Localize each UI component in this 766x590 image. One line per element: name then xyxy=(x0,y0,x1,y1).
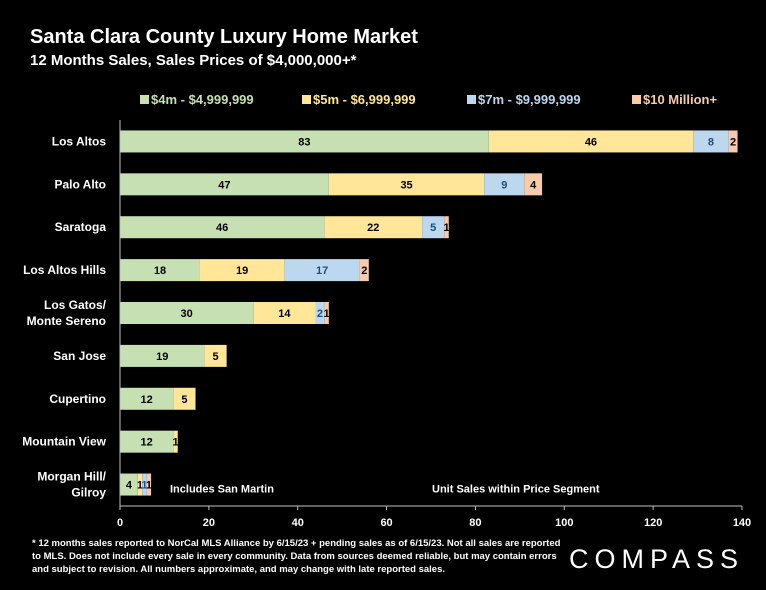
chart-annotation: Includes San Martin xyxy=(170,484,274,496)
bar-segment xyxy=(120,130,489,153)
compass-logo: COMPASS xyxy=(568,544,744,574)
x-tick-label: 100 xyxy=(555,517,573,529)
data-label: 9 xyxy=(501,179,507,191)
data-label: 1 xyxy=(324,308,330,320)
legend-swatch xyxy=(632,95,641,104)
data-label: 1 xyxy=(146,480,152,492)
data-label: 83 xyxy=(298,136,310,148)
category-label: Saratoga xyxy=(55,220,107,234)
x-tick-label: 0 xyxy=(117,517,123,529)
x-tick-label: 20 xyxy=(203,517,215,529)
data-label: 4 xyxy=(530,179,537,191)
bar-segment xyxy=(120,387,174,410)
legend-label: $4m - $4,999,999 xyxy=(151,92,254,107)
bar-segment xyxy=(137,473,143,496)
data-label: 18 xyxy=(154,265,166,277)
data-label: 12 xyxy=(141,437,153,449)
bar-segment xyxy=(328,173,485,196)
data-label: 46 xyxy=(216,222,228,234)
bar-segment xyxy=(484,173,525,196)
bar-segment xyxy=(693,130,729,153)
bar-segment xyxy=(146,473,152,496)
bar-segment xyxy=(120,259,200,282)
legend-swatch xyxy=(302,95,311,104)
data-label: 1 xyxy=(172,437,178,449)
bar-segment xyxy=(253,302,316,324)
data-label: 2 xyxy=(361,265,367,277)
bar-segment xyxy=(488,130,694,153)
data-label: 5 xyxy=(430,222,436,234)
bar-segment xyxy=(284,259,360,282)
category-label: Mountain View xyxy=(22,435,106,449)
legend-label: $7m - $9,999,999 xyxy=(478,92,581,107)
data-label: 17 xyxy=(316,265,328,277)
data-label: 22 xyxy=(367,222,379,234)
x-tick-label: 40 xyxy=(292,517,304,529)
category-label: Monte Sereno xyxy=(27,314,106,328)
bar-segment xyxy=(444,216,449,239)
bar-segment xyxy=(173,387,196,410)
data-label: 5 xyxy=(212,351,218,363)
data-label: 5 xyxy=(181,394,187,406)
data-label: 35 xyxy=(400,179,412,191)
data-label: 8 xyxy=(708,136,714,148)
data-label: 4 xyxy=(126,480,133,492)
category-label: Palo Alto xyxy=(54,177,106,191)
data-label: 14 xyxy=(278,308,291,320)
legend-label: $5m - $6,999,999 xyxy=(313,92,416,107)
data-label: 47 xyxy=(218,179,230,191)
bar-segment xyxy=(324,216,423,239)
data-label: 2 xyxy=(730,136,736,148)
x-tick-label: 120 xyxy=(644,517,662,529)
data-label: 46 xyxy=(585,136,597,148)
category-label: Gilroy xyxy=(71,486,106,500)
category-label: Cupertino xyxy=(49,392,106,406)
data-label: 1 xyxy=(443,222,449,234)
bar-segment xyxy=(120,173,329,196)
x-tick-label: 140 xyxy=(733,517,751,529)
bar-segment xyxy=(120,344,205,367)
category-label: San Jose xyxy=(53,349,106,363)
bar-segment xyxy=(359,259,369,282)
chart-subtitle: 12 Months Sales, Sales Prices of $4,000,… xyxy=(30,52,357,69)
bar-segment xyxy=(120,216,325,239)
x-tick-label: 80 xyxy=(469,517,481,529)
category-label: Los Altos xyxy=(52,134,107,148)
bar-segment xyxy=(199,259,285,282)
data-label: 30 xyxy=(181,308,193,320)
bar-segment xyxy=(728,130,738,153)
bar-segment xyxy=(524,173,543,196)
data-label: 1 xyxy=(141,480,147,492)
legend-label: $10 Million+ xyxy=(643,92,717,107)
chart-annotation: Unit Sales within Price Segment xyxy=(432,484,600,496)
footnote: * 12 months sales reported to NorCal MLS… xyxy=(32,538,561,575)
bar-segment xyxy=(204,344,227,367)
bar-segment xyxy=(324,302,329,324)
chart-title: Santa Clara County Luxury Home Market xyxy=(30,26,418,48)
data-label: 19 xyxy=(156,351,168,363)
bar-segment xyxy=(173,430,178,453)
legend-swatch xyxy=(140,95,149,104)
category-label: Los Altos Hills xyxy=(23,263,106,277)
data-label: 1 xyxy=(137,480,143,492)
bar-segment xyxy=(315,302,325,324)
data-label: 2 xyxy=(317,308,323,320)
bar-segment xyxy=(120,473,138,496)
legend-swatch xyxy=(467,95,476,104)
bar-segment xyxy=(142,473,147,496)
bar-segment xyxy=(422,216,445,239)
category-label: Morgan Hill/ xyxy=(37,470,106,484)
x-tick-label: 60 xyxy=(380,517,392,529)
bar-segment xyxy=(120,302,254,324)
bar-segment xyxy=(120,430,174,453)
category-label: Los Gatos/ xyxy=(44,298,107,312)
data-label: 12 xyxy=(141,394,153,406)
data-label: 19 xyxy=(236,265,248,277)
stacked-bar-chart: $4m - $4,999,999 $5m - $6,999,999 $7m - $9… xyxy=(22,92,751,529)
